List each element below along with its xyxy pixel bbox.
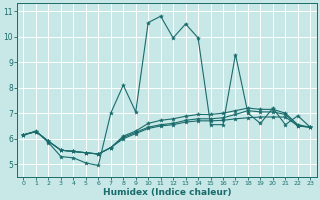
- X-axis label: Humidex (Indice chaleur): Humidex (Indice chaleur): [103, 188, 231, 197]
